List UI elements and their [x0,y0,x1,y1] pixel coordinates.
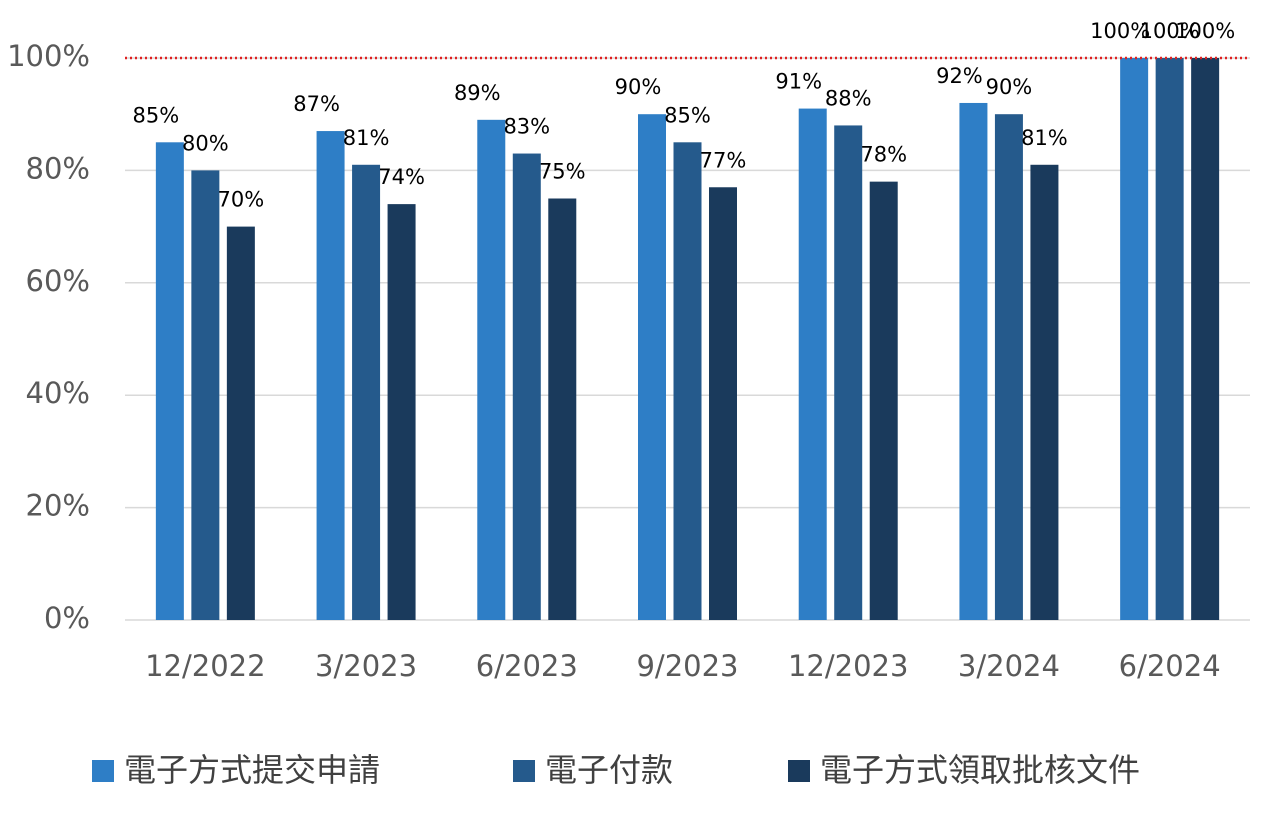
value-label: 78% [860,143,907,167]
bar [798,108,827,620]
value-label: 90% [986,75,1033,99]
y-tick-label: 0% [44,601,90,635]
bar [1155,58,1184,620]
value-label: 91% [775,70,822,94]
legend-label: 電子付款 [545,751,673,789]
legend-label: 電子方式提交申請 [124,751,380,789]
value-label: 92% [936,64,983,88]
y-tick-label: 40% [26,376,90,410]
x-tick-label: 3/2023 [315,649,417,683]
bar [226,226,255,620]
bar [316,131,345,620]
value-label: 90% [615,75,662,99]
bar [352,164,381,620]
bar [959,102,988,620]
x-tick-label: 6/2023 [476,649,578,683]
legend-label: 電子方式領取批核文件 [820,751,1140,789]
value-label: 89% [454,81,501,105]
bar [638,114,666,620]
value-label: 77% [700,148,747,172]
bar [191,170,220,620]
bar [1191,58,1220,620]
bar [548,198,577,620]
y-tick-label: 20% [26,489,90,523]
x-tick-label: 12/2022 [145,649,265,683]
value-label: 75% [539,160,586,184]
legend-swatch [513,760,535,782]
x-tick-label: 9/2023 [636,649,738,683]
value-label: 100% [1140,19,1200,43]
value-label: 85% [133,103,180,127]
value-label: 88% [825,86,872,110]
bar [155,142,184,621]
bar [1120,58,1149,620]
bar [387,204,416,620]
value-label: 87% [293,92,340,116]
bar [477,119,506,620]
y-tick-label: 100% [7,39,90,73]
x-tick-label: 3/2024 [958,649,1060,683]
legend-swatch [788,760,810,782]
value-label: 100% [1090,19,1150,43]
value-label: 80% [182,131,229,155]
bar [512,153,541,621]
bar [673,142,702,621]
value-label: 74% [378,165,425,189]
value-label: 83% [503,115,550,139]
value-label: 85% [664,103,711,127]
value-label: 100% [1175,19,1235,43]
bar [869,181,898,620]
bar [1030,164,1059,620]
y-tick-label: 80% [26,151,90,185]
bar [834,125,863,620]
value-label: 70% [218,188,265,212]
value-label: 81% [1021,126,1068,150]
x-tick-label: 12/2023 [788,649,908,683]
y-tick-label: 60% [26,264,90,298]
value-label: 81% [343,126,390,150]
legend-swatch [92,760,114,782]
bar [994,114,1023,620]
bar [709,187,737,620]
x-tick-label: 6/2024 [1119,649,1221,683]
